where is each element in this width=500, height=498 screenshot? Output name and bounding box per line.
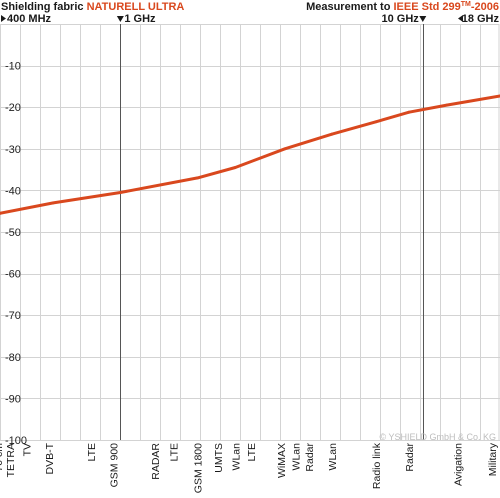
- data-point: [407, 110, 411, 114]
- y-tick-label: -20: [5, 102, 21, 114]
- data-point: [283, 147, 287, 151]
- data-point: [233, 166, 237, 169]
- band-label: Radio link: [371, 442, 383, 489]
- data-point: [196, 176, 200, 180]
- band-label: WiMAX: [276, 443, 288, 478]
- band-label: LTE: [169, 443, 181, 461]
- band-label: RADAR: [150, 443, 162, 480]
- marker-label: 10 GHz: [381, 13, 419, 25]
- band-label: WLan: [230, 443, 242, 471]
- data-point: [119, 191, 122, 194]
- header-right-text: Measurement to: [306, 1, 393, 13]
- header-right-accent: IEEE Std 299: [393, 1, 460, 13]
- y-tick-label: -90: [5, 393, 21, 405]
- y-tick-label: -70: [5, 310, 21, 322]
- y-tick-label: -100: [5, 435, 27, 447]
- data-point: [0, 211, 2, 215]
- marker-arrow-left-icon: [458, 15, 463, 22]
- chart-header-left: Shielding fabric NATURELL ULTRA: [1, 1, 184, 13]
- band-label: DVB-T: [44, 442, 56, 474]
- y-tick-label: -60: [5, 269, 21, 281]
- y-tick-label: -50: [5, 227, 21, 239]
- band-label: LTE: [86, 443, 98, 461]
- band-label: TV: [22, 443, 34, 456]
- band-label: GSM 900: [109, 443, 121, 488]
- y-axis: -10 -20 -30 -40 -50 -60 -70 -80 -90 -100: [5, 61, 27, 447]
- band-label: LTE: [246, 443, 258, 461]
- band-label: WLan: [291, 443, 303, 471]
- band-label: 70 cm: [0, 443, 5, 472]
- data-point: [445, 103, 449, 107]
- y-tick-label: -40: [5, 185, 21, 197]
- frequency-markers: 400 MHz 1 GHz 10 GHz 18 GHz: [1, 13, 499, 440]
- band-label: GSM 1800: [193, 443, 205, 493]
- band-label: UMTS: [213, 443, 225, 473]
- y-tick-label: -30: [5, 144, 21, 156]
- band-label: Military: [487, 442, 499, 476]
- marker-label: 1 GHz: [124, 13, 156, 25]
- series-line: [0, 94, 500, 215]
- data-point: [51, 201, 55, 205]
- y-tick-label: -10: [5, 61, 21, 73]
- copyright-text: © YSHIELD GmbH & Co. KG: [380, 432, 497, 442]
- marker-arrow-right-icon: [1, 15, 6, 22]
- marker-arrow-down-icon: [116, 16, 124, 22]
- band-label: Radar: [404, 443, 416, 472]
- chart-header-right: Measurement to IEEE Std 299TM-2006: [306, 1, 499, 13]
- band-label: WLan: [327, 443, 339, 471]
- marker-arrow-down-icon: [419, 16, 427, 22]
- header-left-accent: NATURELL ULTRA: [87, 1, 185, 13]
- series-layer: [0, 94, 500, 215]
- band-label: Avigation: [452, 443, 464, 486]
- band-label: Radar: [304, 443, 316, 472]
- data-point: [374, 120, 378, 124]
- data-point: [330, 132, 334, 136]
- grid: [0, 24, 500, 441]
- y-tick-label: -80: [5, 352, 21, 364]
- band-label: TETRA: [5, 443, 17, 477]
- header-left-text: Shielding fabric: [1, 1, 87, 13]
- header-right-sup: TM: [461, 1, 471, 8]
- header-right-suffix: -2006: [471, 1, 499, 13]
- marker-label: 18 GHz: [462, 13, 500, 25]
- marker-label: 400 MHz: [7, 13, 52, 25]
